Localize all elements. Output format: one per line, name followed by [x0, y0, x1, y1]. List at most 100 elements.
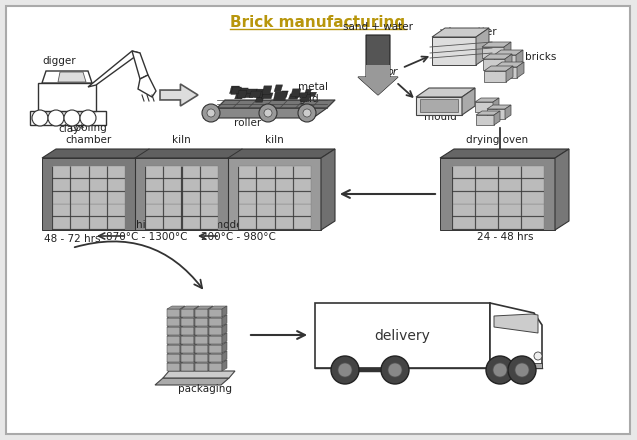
Polygon shape [108, 217, 125, 229]
Polygon shape [71, 205, 89, 216]
Polygon shape [452, 192, 475, 204]
Polygon shape [416, 97, 462, 115]
Polygon shape [195, 336, 208, 344]
Circle shape [534, 352, 542, 360]
Circle shape [202, 104, 220, 122]
Polygon shape [90, 205, 106, 216]
Polygon shape [90, 217, 106, 229]
Text: 24 - 48 hrs: 24 - 48 hrs [476, 232, 533, 242]
Circle shape [259, 104, 277, 122]
Polygon shape [475, 98, 499, 102]
Circle shape [493, 363, 507, 377]
Polygon shape [180, 333, 185, 344]
Polygon shape [182, 192, 199, 204]
Polygon shape [147, 179, 163, 191]
Polygon shape [145, 167, 218, 230]
Circle shape [48, 110, 64, 126]
Polygon shape [300, 94, 311, 101]
Polygon shape [432, 28, 489, 37]
Polygon shape [181, 351, 199, 354]
Polygon shape [201, 217, 218, 229]
Polygon shape [295, 93, 308, 97]
Polygon shape [209, 324, 227, 327]
Text: clay*: clay* [59, 124, 85, 134]
Text: packaging: packaging [178, 384, 232, 394]
Polygon shape [209, 354, 222, 362]
Polygon shape [255, 89, 264, 97]
Polygon shape [222, 324, 227, 335]
Polygon shape [182, 205, 199, 216]
Polygon shape [195, 309, 208, 317]
Polygon shape [241, 93, 255, 98]
Polygon shape [274, 85, 283, 92]
Polygon shape [167, 315, 185, 318]
Polygon shape [71, 179, 89, 191]
Polygon shape [54, 166, 70, 178]
Polygon shape [138, 75, 156, 97]
Polygon shape [181, 306, 199, 309]
Polygon shape [182, 166, 199, 178]
Polygon shape [462, 88, 475, 115]
Polygon shape [209, 336, 222, 344]
Polygon shape [490, 303, 542, 368]
Polygon shape [181, 327, 194, 335]
Polygon shape [273, 92, 287, 100]
Polygon shape [167, 324, 185, 327]
Polygon shape [38, 83, 96, 111]
Polygon shape [475, 179, 497, 191]
Polygon shape [52, 167, 125, 230]
Polygon shape [181, 336, 194, 344]
Circle shape [508, 356, 536, 384]
Polygon shape [147, 205, 163, 216]
Polygon shape [475, 205, 497, 216]
Circle shape [80, 110, 96, 126]
Polygon shape [167, 360, 185, 363]
Polygon shape [294, 192, 311, 204]
Polygon shape [194, 360, 199, 371]
Polygon shape [155, 378, 229, 385]
Polygon shape [255, 94, 264, 102]
Polygon shape [209, 363, 222, 371]
Polygon shape [208, 315, 213, 326]
Polygon shape [222, 342, 227, 353]
Polygon shape [195, 360, 213, 363]
Circle shape [64, 110, 80, 126]
Text: bricks: bricks [525, 52, 556, 62]
Polygon shape [167, 345, 180, 353]
Polygon shape [294, 166, 311, 178]
Polygon shape [181, 324, 199, 327]
Polygon shape [195, 351, 213, 354]
Polygon shape [487, 105, 511, 109]
Polygon shape [294, 179, 311, 191]
Polygon shape [108, 179, 125, 191]
Polygon shape [195, 318, 208, 326]
Polygon shape [475, 166, 497, 178]
Polygon shape [181, 360, 199, 363]
Polygon shape [71, 166, 89, 178]
Polygon shape [209, 327, 222, 335]
Polygon shape [195, 306, 213, 309]
Polygon shape [167, 363, 180, 371]
Polygon shape [499, 205, 520, 216]
Polygon shape [222, 315, 227, 326]
Polygon shape [475, 217, 497, 229]
Polygon shape [181, 354, 194, 362]
Polygon shape [289, 94, 299, 99]
Polygon shape [54, 217, 70, 229]
Polygon shape [167, 327, 180, 335]
Polygon shape [280, 91, 289, 97]
Polygon shape [201, 205, 218, 216]
Polygon shape [495, 62, 524, 67]
Circle shape [486, 356, 514, 384]
Polygon shape [208, 360, 213, 371]
Polygon shape [164, 192, 182, 204]
Polygon shape [257, 179, 275, 191]
Polygon shape [522, 179, 543, 191]
Polygon shape [505, 54, 512, 70]
Polygon shape [208, 306, 213, 317]
Polygon shape [42, 149, 335, 158]
Polygon shape [88, 51, 140, 87]
Polygon shape [195, 345, 208, 353]
Polygon shape [108, 192, 125, 204]
Polygon shape [194, 342, 199, 353]
